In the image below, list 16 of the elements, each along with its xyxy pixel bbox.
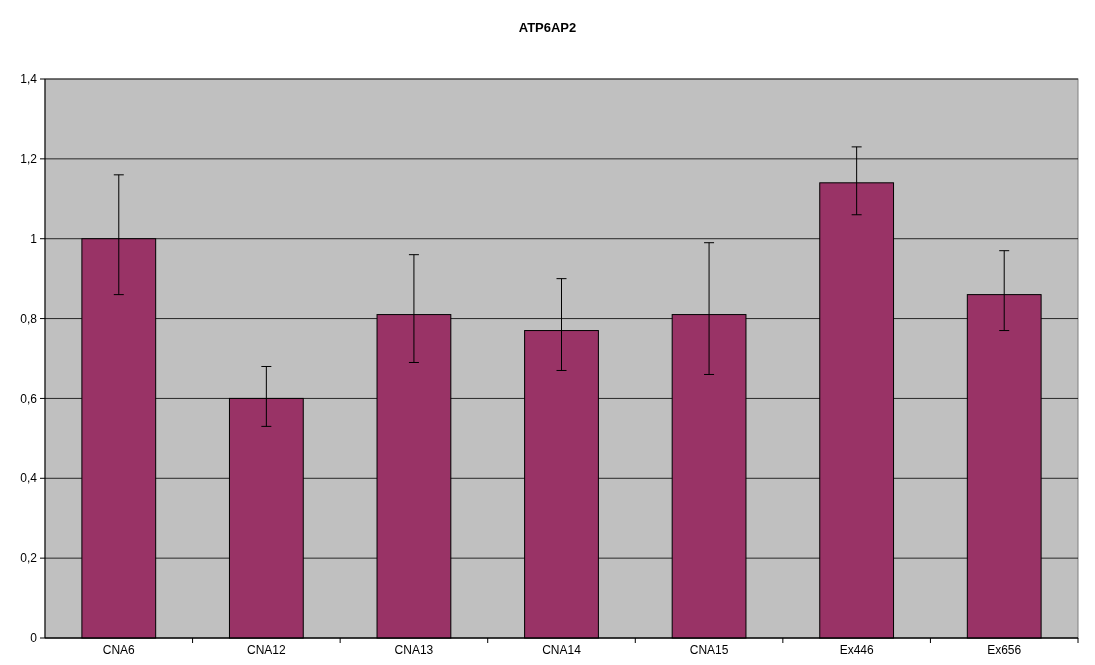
x-tick-label: CNA15 [689, 643, 729, 657]
x-tick-label: CNA12 [247, 643, 287, 657]
y-tick-label: 0,6 [20, 391, 38, 406]
x-tick-label: Ex656 [987, 643, 1022, 657]
y-tick-label: 1,4 [20, 72, 38, 87]
x-tick-label: CNA13 [394, 643, 434, 657]
x-tick-label: CNA6 [102, 643, 136, 657]
y-tick-label: 0,2 [20, 551, 38, 566]
chart-title: ATP6AP2 [518, 20, 577, 35]
y-tick-label: 1,2 [20, 152, 38, 167]
x-tick-label: CNA14 [542, 643, 582, 657]
x-tick-label: Ex446 [839, 643, 874, 657]
y-tick-label: 1 [30, 231, 38, 246]
y-tick-label: 0,8 [20, 311, 38, 326]
y-tick-label: 0 [30, 631, 38, 646]
y-tick-label: 0,4 [20, 471, 38, 486]
